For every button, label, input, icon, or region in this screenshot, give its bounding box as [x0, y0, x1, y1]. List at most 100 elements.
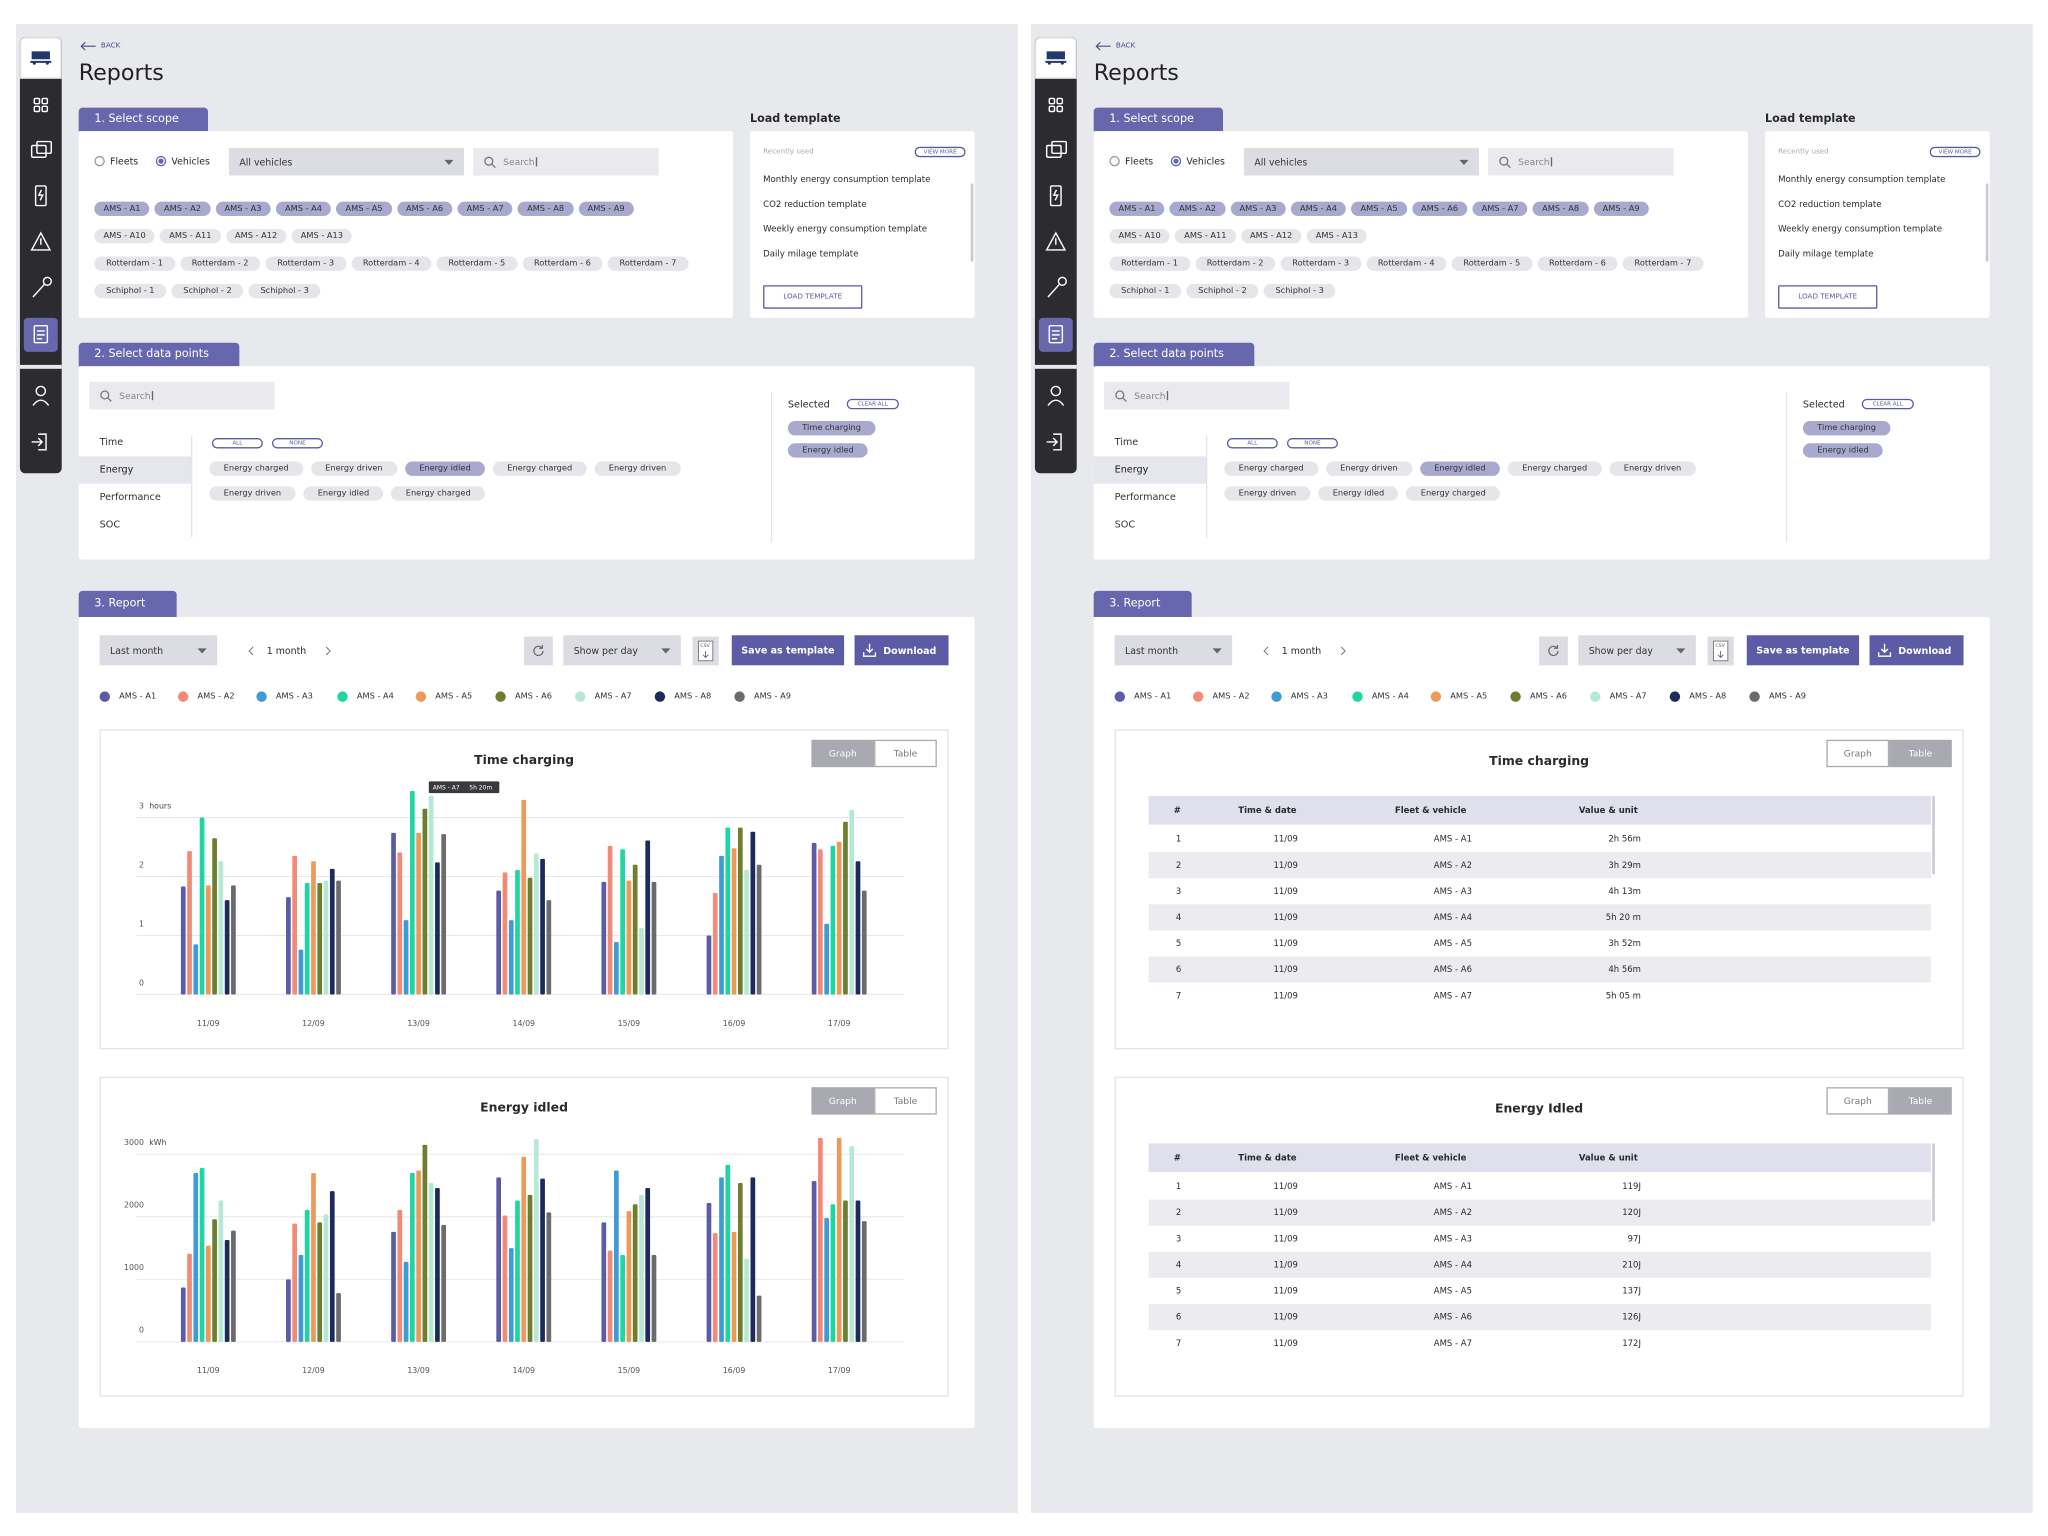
view-toggle[interactable]: Graph [1825, 1086, 1889, 1115]
data-chip[interactable]: Energy idled [302, 485, 384, 500]
template-item[interactable]: Monthly energy consumption template [1777, 173, 1945, 185]
vehicle-tag[interactable]: Rotterdam - 6 [1536, 255, 1618, 270]
vehicle-tag[interactable]: AMS - A3 [1229, 200, 1286, 215]
view-toggle[interactable]: Graph [1825, 739, 1889, 767]
vehicle-tag[interactable]: AMS - A5 [1350, 200, 1407, 215]
data-chip[interactable]: Energy charged [1405, 485, 1500, 500]
template-item[interactable]: Weekly energy consumption template [762, 223, 927, 234]
dropdown[interactable] [228, 147, 464, 176]
data-chip[interactable]: Energy driven [1223, 485, 1311, 500]
all-button[interactable]: ALL [1226, 437, 1278, 448]
all-button[interactable]: ALL [211, 437, 263, 448]
view-toggle[interactable]: Table [1888, 1086, 1952, 1115]
radio[interactable] [1108, 155, 1120, 166]
data-chip[interactable]: Energy driven [1325, 460, 1412, 475]
download-button[interactable] [854, 634, 949, 665]
vehicle-tag[interactable]: AMS - A4 [275, 200, 331, 215]
vehicle-tag[interactable]: AMS - A4 [1290, 200, 1346, 215]
refresh-button[interactable] [523, 636, 553, 665]
selected-chip[interactable]: Time charging [1802, 419, 1890, 435]
category-item[interactable]: Energy [99, 463, 134, 475]
template-item[interactable]: CO2 reduction template [762, 198, 867, 209]
template-item[interactable]: CO2 reduction template [1777, 198, 1882, 209]
search-field[interactable] [1103, 381, 1290, 409]
vehicle-tag[interactable]: Rotterdam - 4 [1365, 255, 1446, 270]
vehicle-tag[interactable]: AMS - A2 [154, 200, 210, 215]
vehicle-tag[interactable]: Rotterdam - 1 [1108, 255, 1190, 270]
vehicle-tag[interactable]: Schiphol - 3 [248, 282, 321, 298]
data-chip[interactable]: Energy charged [492, 460, 587, 475]
vehicle-tag[interactable]: Rotterdam - 7 [607, 255, 688, 270]
load-template-button[interactable]: LOAD TEMPLATE [762, 284, 863, 309]
vehicle-tag[interactable]: AMS - A9 [578, 200, 634, 215]
vehicle-tag[interactable]: Rotterdam - 5 [436, 255, 517, 270]
data-chip[interactable]: Energy driven [208, 485, 296, 500]
back-link[interactable]: BACK [1115, 41, 1135, 50]
vehicle-tag[interactable]: AMS - A11 [1174, 227, 1236, 243]
vehicle-tag[interactable]: AMS - A3 [215, 200, 271, 215]
template-item[interactable]: Daily milage template [1777, 248, 1873, 259]
selected-chip[interactable]: Time charging [787, 419, 876, 435]
vehicle-tag[interactable]: AMS - A6 [1411, 200, 1467, 215]
vehicle-tag[interactable]: Rotterdam - 5 [1451, 255, 1532, 270]
dropdown[interactable] [1577, 634, 1696, 665]
category-item[interactable]: SOC [99, 517, 120, 530]
selected-chip[interactable]: Energy idled [1802, 442, 1883, 457]
vehicle-tag[interactable]: AMS - A13 [291, 227, 352, 243]
vehicle-tag[interactable]: Rotterdam - 1 [94, 255, 175, 270]
data-chip[interactable]: Energy idled [1317, 485, 1399, 500]
template-item[interactable]: Daily milage template [762, 248, 859, 259]
category-item[interactable]: Performance [99, 490, 161, 503]
clear-all-button[interactable]: CLEAR ALL [846, 398, 899, 409]
radio[interactable] [94, 155, 105, 166]
vehicle-tag[interactable]: Schiphol - 3 [1263, 282, 1336, 298]
vehicle-tag[interactable]: AMS - A12 [225, 227, 287, 243]
category-item[interactable]: Time [99, 435, 123, 448]
category-item[interactable]: SOC [1114, 517, 1135, 530]
search-field[interactable] [1487, 147, 1674, 176]
vehicle-tag[interactable]: AMS - A8 [517, 200, 573, 215]
dropdown[interactable] [99, 634, 217, 665]
category-item[interactable]: Performance [1114, 490, 1176, 503]
vehicle-tag[interactable]: Rotterdam - 3 [1280, 255, 1361, 270]
search-field[interactable] [472, 147, 659, 176]
view-toggle[interactable]: Graph [811, 739, 874, 767]
data-chip[interactable]: Energy charged [208, 460, 303, 475]
vehicle-tag[interactable]: AMS - A12 [1240, 227, 1301, 243]
vehicle-tag[interactable]: AMS - A1 [1108, 200, 1165, 215]
view-more[interactable]: VIEW MORE [1929, 146, 1981, 157]
vehicle-tag[interactable]: Rotterdam - 3 [265, 255, 346, 270]
vehicle-tag[interactable]: AMS - A7 [457, 200, 513, 215]
data-chip[interactable]: Energy idled [404, 460, 485, 475]
save-template-button[interactable]: Save as template [1746, 634, 1859, 665]
none-button[interactable]: NONE [1286, 437, 1338, 448]
vehicle-tag[interactable]: AMS - A11 [159, 227, 221, 243]
vehicle-tag[interactable]: AMS - A10 [1108, 227, 1170, 243]
selected-chip[interactable]: Energy idled [787, 442, 868, 457]
vehicle-tag[interactable]: Schiphol - 1 [1108, 282, 1181, 298]
vehicle-tag[interactable]: AMS - A1 [94, 200, 150, 215]
vehicle-tag[interactable]: AMS - A5 [336, 200, 392, 215]
none-button[interactable]: NONE [271, 437, 323, 448]
save-template-button[interactable]: Save as template [731, 634, 844, 665]
data-chip[interactable]: Energy charged [391, 485, 485, 500]
view-toggle[interactable]: Table [1888, 739, 1952, 767]
dropdown[interactable] [1243, 147, 1479, 176]
clear-all-button[interactable]: CLEAR ALL [1861, 398, 1914, 409]
view-toggle[interactable]: Table [873, 739, 937, 767]
vehicle-tag[interactable]: Rotterdam - 2 [1194, 255, 1275, 270]
vehicle-tag[interactable]: Rotterdam - 6 [521, 255, 603, 270]
view-toggle[interactable]: Table [873, 1086, 937, 1115]
dropdown[interactable] [562, 634, 681, 665]
vehicle-tag[interactable]: AMS - A9 [1592, 200, 1649, 215]
data-chip[interactable]: Energy charged [1223, 460, 1318, 475]
data-chip[interactable]: Energy driven [594, 460, 681, 475]
view-toggle[interactable]: Graph [811, 1086, 874, 1115]
template-item[interactable]: Weekly energy consumption template [1777, 223, 1942, 234]
vehicle-tag[interactable]: Rotterdam - 4 [350, 255, 432, 270]
data-chip[interactable]: Energy charged [1507, 460, 1602, 475]
vehicle-tag[interactable]: Schiphol - 1 [94, 282, 166, 298]
template-item[interactable]: Monthly energy consumption template [762, 173, 931, 185]
search-field[interactable] [88, 381, 275, 409]
view-more[interactable]: VIEW MORE [914, 146, 966, 157]
